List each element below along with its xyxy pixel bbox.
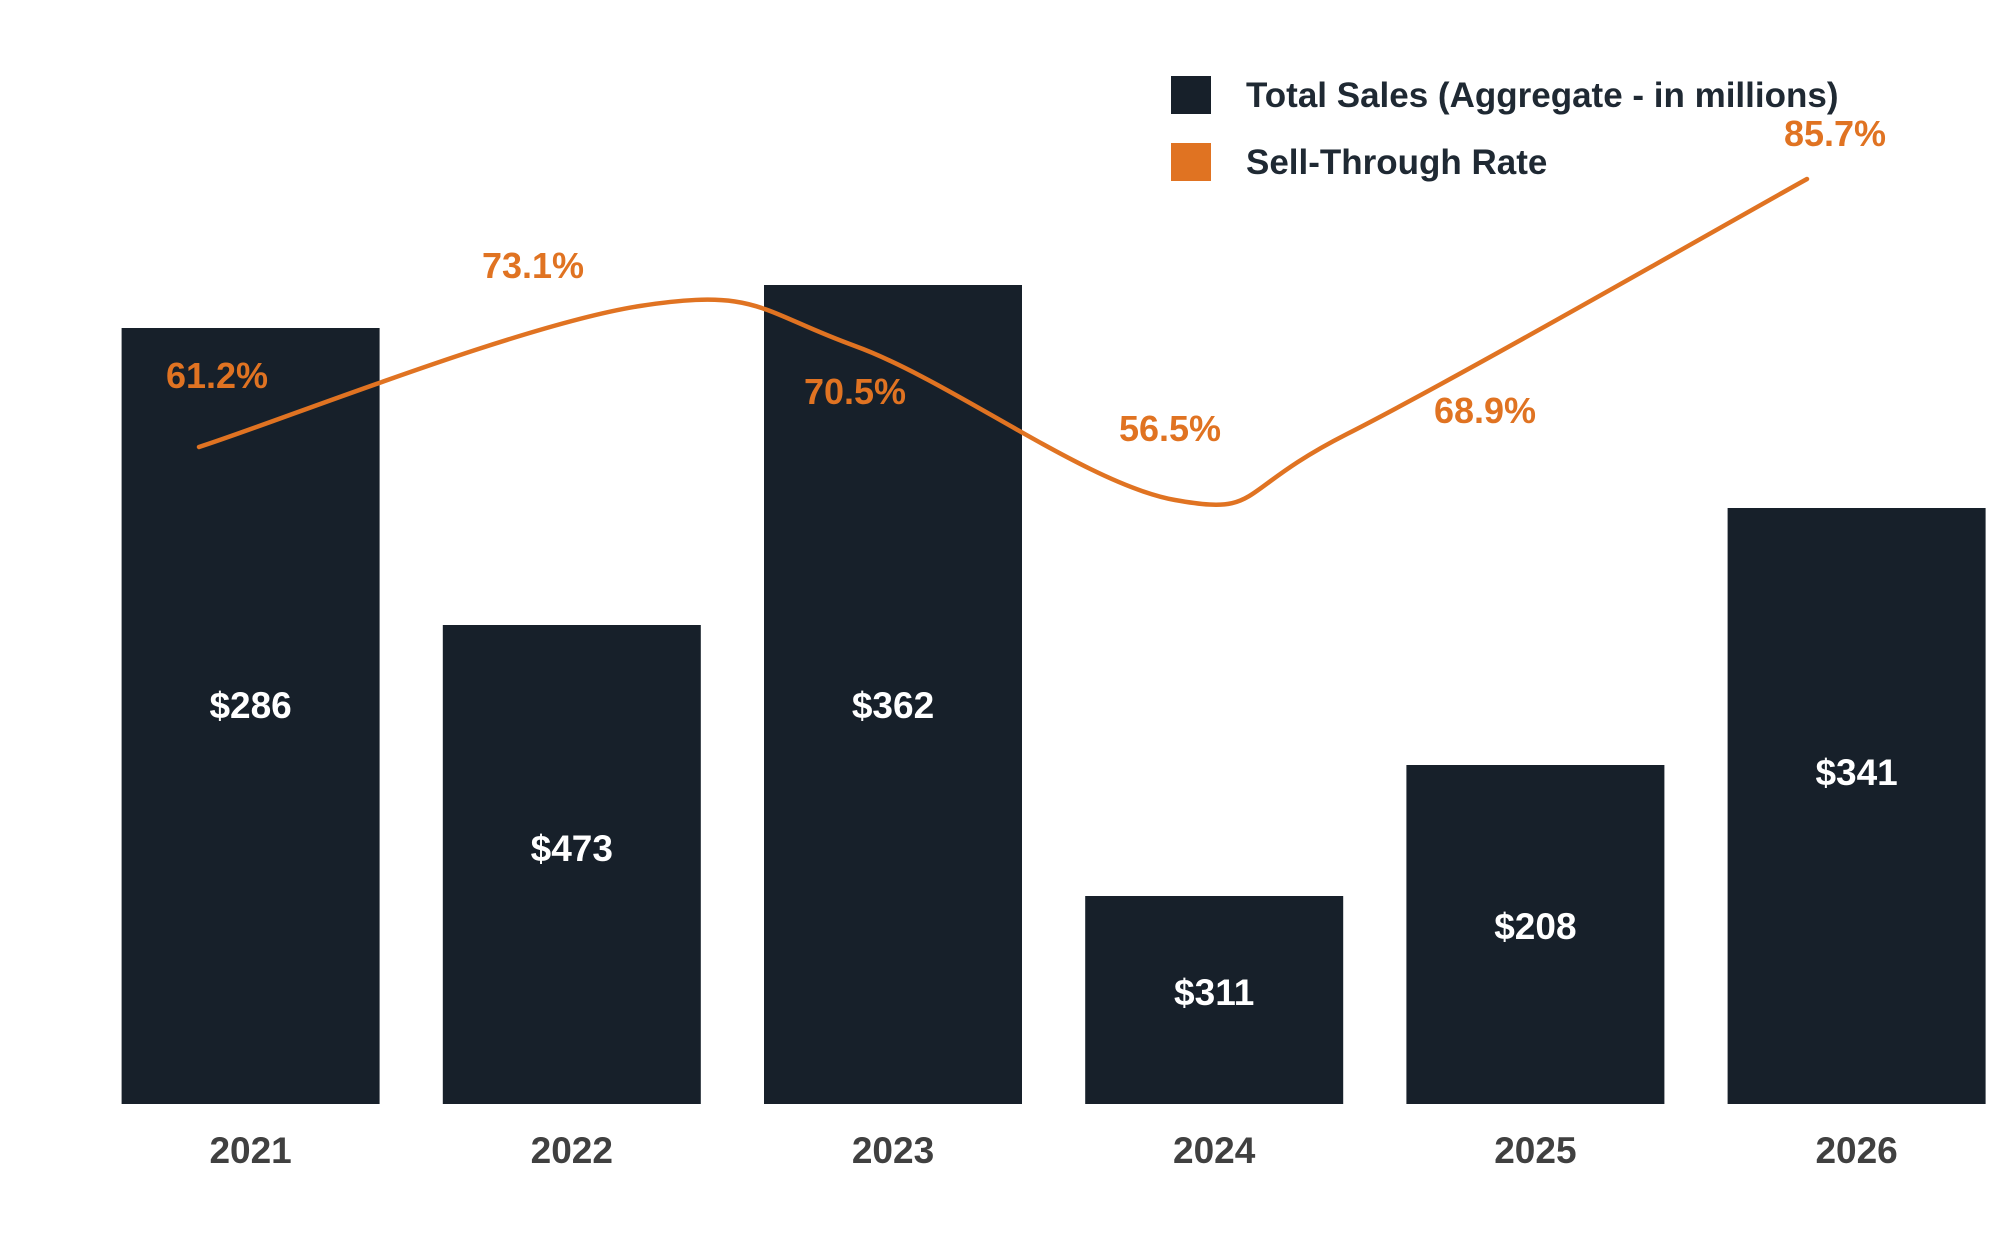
rate-label-2021: 61.2% xyxy=(166,355,268,396)
x-tick-label-2021: 2021 xyxy=(209,1130,291,1171)
legend: Total Sales (Aggregate - in millions) Se… xyxy=(1171,76,1839,182)
line-layer xyxy=(196,176,1810,507)
bar-value-label-2021: $286 xyxy=(209,685,291,726)
bar-2024 xyxy=(1085,896,1344,1104)
rate-label-2023: 70.5% xyxy=(804,371,906,412)
legend-label-sell-through-rate: Sell-Through Rate xyxy=(1246,143,1547,182)
bar-labels-layer: $286 $473 $362 $311 $208 $341 xyxy=(209,685,1897,1013)
rate-label-2026: 85.7% xyxy=(1784,113,1886,154)
bar-value-label-2025: $208 xyxy=(1494,906,1576,947)
rate-label-2022: 73.1% xyxy=(482,245,584,286)
bars-layer xyxy=(121,285,1986,1104)
rate-label-2025: 68.9% xyxy=(1434,390,1536,431)
x-tick-label-2025: 2025 xyxy=(1494,1130,1576,1171)
bar-2026 xyxy=(1727,508,1986,1104)
bar-value-label-2026: $341 xyxy=(1815,752,1897,793)
x-tick-label-2026: 2026 xyxy=(1815,1130,1897,1171)
legend-label-total-sales: Total Sales (Aggregate - in millions) xyxy=(1246,76,1839,115)
bar-2022 xyxy=(442,625,701,1104)
x-axis-labels: 2021 2022 2023 2024 2025 2026 xyxy=(209,1130,1897,1171)
legend-swatch-sell-through-rate xyxy=(1171,143,1211,181)
bar-2023 xyxy=(764,285,1022,1104)
sell-through-rate-line xyxy=(196,176,1810,507)
bar-value-label-2023: $362 xyxy=(852,685,934,726)
x-tick-label-2023: 2023 xyxy=(852,1130,934,1171)
x-tick-label-2024: 2024 xyxy=(1173,1130,1256,1171)
point-labels-layer: 61.2% 73.1% 70.5% 56.5% 68.9% 85.7% xyxy=(166,113,1886,449)
rate-label-2024: 56.5% xyxy=(1119,408,1221,449)
bar-value-label-2022: $473 xyxy=(531,828,613,869)
bar-2025 xyxy=(1406,765,1665,1104)
bar-value-label-2024: $311 xyxy=(1174,972,1254,1013)
x-tick-label-2022: 2022 xyxy=(531,1130,613,1171)
bar-2021 xyxy=(121,328,380,1104)
legend-swatch-total-sales xyxy=(1171,76,1211,114)
